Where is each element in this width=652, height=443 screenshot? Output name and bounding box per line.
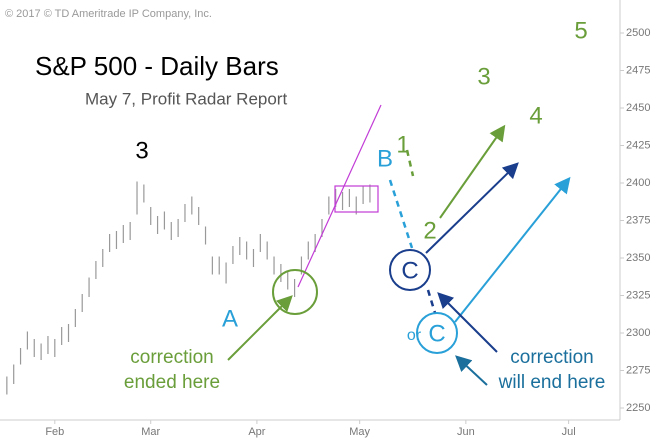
wave-label: 1 bbox=[396, 131, 409, 158]
y-tick-label: 2375 bbox=[626, 214, 650, 226]
dash bbox=[388, 179, 414, 249]
x-tick-label: Feb bbox=[45, 426, 64, 438]
box bbox=[334, 185, 379, 213]
copyright: © 2017 © TD Ameritrade IP Company, Inc. bbox=[5, 8, 212, 20]
dash bbox=[426, 289, 437, 314]
trend-line bbox=[297, 104, 382, 288]
x-tick-label: Mar bbox=[141, 426, 160, 438]
wave-label: 3 bbox=[135, 137, 148, 164]
note: ended here bbox=[124, 372, 220, 393]
note: correction bbox=[130, 347, 213, 368]
wave-label: A bbox=[222, 305, 238, 332]
arrow bbox=[439, 124, 506, 219]
y-tick-label: 2250 bbox=[626, 402, 650, 414]
arrow bbox=[454, 176, 571, 323]
wave-label: 3 bbox=[477, 63, 490, 90]
y-tick-label: 2450 bbox=[626, 102, 650, 114]
arrow bbox=[455, 355, 488, 386]
y-tick-label: 2425 bbox=[626, 139, 650, 151]
y-tick-label: 2275 bbox=[626, 364, 650, 376]
circle bbox=[389, 249, 431, 291]
dash bbox=[405, 149, 415, 177]
y-tick-label: 2400 bbox=[626, 177, 650, 189]
note: correction bbox=[510, 347, 593, 368]
arrow bbox=[437, 292, 498, 353]
chart-title: S&P 500 - Daily Bars bbox=[35, 51, 279, 81]
x-tick-label: Jun bbox=[457, 426, 475, 438]
y-tick-label: 2500 bbox=[626, 27, 650, 39]
subtitle: May 7, Profit Radar Report bbox=[85, 89, 287, 108]
circle bbox=[272, 269, 318, 315]
x-tick-label: Jul bbox=[562, 426, 576, 438]
wave-label: B bbox=[377, 145, 393, 172]
wave-label: 5 bbox=[574, 17, 587, 44]
wave-label: C bbox=[428, 320, 445, 347]
arrow bbox=[425, 162, 519, 254]
note: will end here bbox=[498, 372, 606, 393]
arrow bbox=[227, 295, 293, 361]
y-tick-label: 2325 bbox=[626, 289, 650, 301]
y-tick-label: 2350 bbox=[626, 252, 650, 264]
x-tick-label: Apr bbox=[248, 426, 265, 438]
y-tick-label: 2300 bbox=[626, 327, 650, 339]
wave-label: 4 bbox=[529, 102, 542, 129]
or-label: or bbox=[407, 327, 422, 344]
wave-label: C bbox=[401, 257, 418, 284]
circle bbox=[416, 312, 458, 354]
wave-label: 2 bbox=[423, 217, 436, 244]
x-tick-label: May bbox=[349, 426, 370, 438]
y-tick-label: 2475 bbox=[626, 64, 650, 76]
